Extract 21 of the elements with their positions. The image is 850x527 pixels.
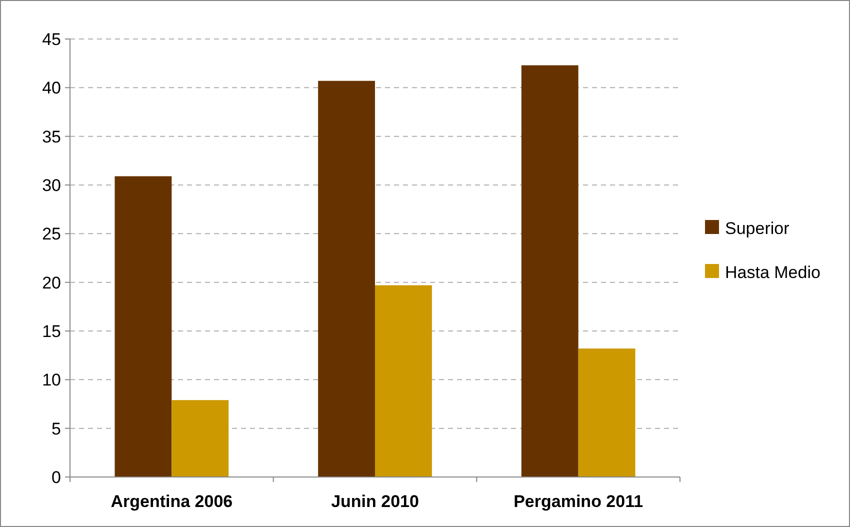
x-tick-label: Pergamino 2011 <box>514 492 644 511</box>
bar <box>172 400 229 477</box>
legend-label: Superior <box>725 218 790 238</box>
y-tick-label: 5 <box>52 419 61 438</box>
y-tick-label: 40 <box>42 78 61 98</box>
x-tick-label: Argentina 2006 <box>110 492 233 511</box>
y-tick-label: 30 <box>42 176 61 195</box>
x-tick-label: Junin 2010 <box>331 492 419 511</box>
y-tick-label: 15 <box>42 322 61 341</box>
bar <box>521 65 578 477</box>
y-tick-label: 20 <box>42 273 61 292</box>
y-tick-label: 0 <box>52 468 61 487</box>
y-tick-label: 25 <box>42 224 61 244</box>
bar <box>318 80 375 477</box>
bar <box>578 348 636 477</box>
bar <box>114 176 172 477</box>
legend-label: Hasta Medio <box>725 262 820 282</box>
y-tick-label: 35 <box>42 127 61 146</box>
bar <box>375 285 432 477</box>
y-tick-label: 45 <box>42 30 61 49</box>
y-tick-label: 10 <box>42 370 61 390</box>
